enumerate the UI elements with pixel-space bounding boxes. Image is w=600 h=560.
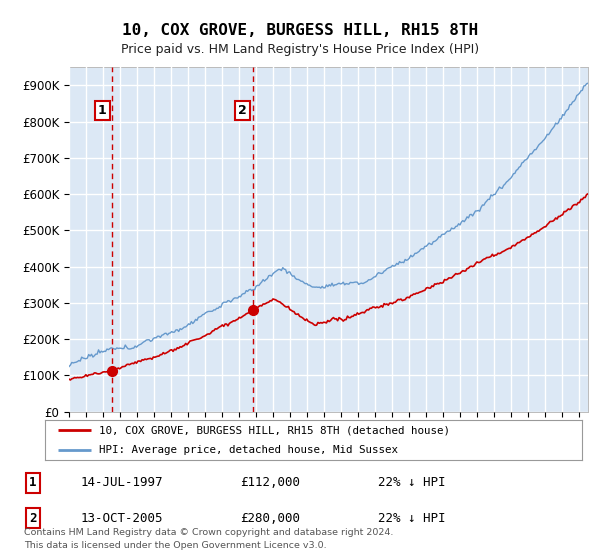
Text: 22% ↓ HPI: 22% ↓ HPI (378, 511, 445, 525)
Bar (112, 67, 253, 412)
Text: Price paid vs. HM Land Registry's House Price Index (HPI): Price paid vs. HM Land Registry's House … (121, 43, 479, 56)
Text: 2: 2 (29, 511, 37, 525)
Text: 22% ↓ HPI: 22% ↓ HPI (378, 476, 445, 489)
Text: 10, COX GROVE, BURGESS HILL, RH15 8TH (detached house): 10, COX GROVE, BURGESS HILL, RH15 8TH (d… (98, 425, 450, 435)
Text: £112,000: £112,000 (240, 476, 300, 489)
Text: 10, COX GROVE, BURGESS HILL, RH15 8TH: 10, COX GROVE, BURGESS HILL, RH15 8TH (122, 24, 478, 38)
Text: 1: 1 (98, 104, 106, 117)
Text: 2: 2 (238, 104, 247, 117)
Text: HPI: Average price, detached house, Mid Sussex: HPI: Average price, detached house, Mid … (98, 445, 398, 455)
Text: £280,000: £280,000 (240, 511, 300, 525)
Text: 1: 1 (29, 476, 37, 489)
Text: 14-JUL-1997: 14-JUL-1997 (81, 476, 163, 489)
Text: Contains HM Land Registry data © Crown copyright and database right 2024.
This d: Contains HM Land Registry data © Crown c… (24, 529, 394, 550)
Text: 13-OCT-2005: 13-OCT-2005 (81, 511, 163, 525)
